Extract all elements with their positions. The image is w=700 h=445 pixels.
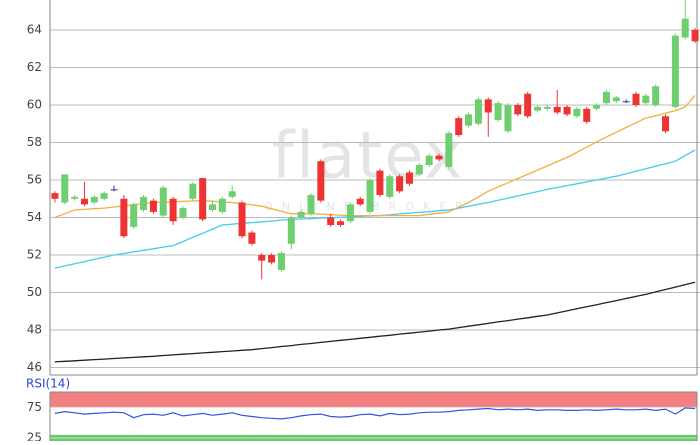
candle-body (386, 176, 394, 197)
candle-body (218, 198, 226, 212)
candle-body (593, 105, 601, 109)
candle-body (543, 106, 551, 109)
candle-body (366, 180, 374, 212)
y-tick-label: 48 (27, 323, 42, 337)
candle-body (248, 232, 256, 244)
candle-body (268, 255, 276, 263)
candle-body (435, 155, 443, 160)
y-tick-label: 64 (27, 23, 42, 37)
candle-body (691, 30, 699, 42)
candle-body (238, 202, 246, 237)
candle-body (524, 93, 532, 117)
candle-body (376, 170, 384, 195)
candle-body (632, 93, 640, 105)
candle-body (71, 196, 79, 199)
y-tick-label: 56 (27, 173, 42, 187)
candle-body (100, 193, 108, 199)
candle-body (455, 118, 463, 135)
candle-body (307, 195, 315, 214)
candle-body (189, 183, 197, 199)
candle-body (405, 172, 413, 184)
candle-body (514, 105, 522, 115)
candle-body (140, 196, 148, 210)
candle-body (553, 106, 561, 113)
overbought-band (50, 392, 697, 408)
rsi-line (54, 407, 696, 420)
y-tick-label: 54 (27, 210, 42, 224)
y-tick-label: 60 (27, 98, 42, 112)
y-tick-label: 50 (27, 285, 42, 299)
candle-body (681, 18, 689, 38)
candle-body (573, 108, 581, 117)
candle-body (494, 103, 502, 120)
candle-body (258, 255, 266, 261)
candle-body (120, 198, 128, 237)
candle-body (209, 204, 216, 210)
candle-body (356, 198, 364, 205)
rsi-tick-label: 25 (27, 430, 42, 441)
candle-body (90, 196, 98, 203)
rsi-tick-label: 75 (27, 400, 42, 414)
moving-average (54, 281, 696, 363)
candle-body (425, 155, 433, 165)
y-tick-label: 46 (27, 360, 42, 374)
candle-body (671, 35, 679, 107)
candle-body (317, 161, 325, 201)
candle-body (327, 217, 335, 225)
candle-body (642, 95, 650, 104)
candle-body (287, 217, 295, 244)
candle-body (583, 108, 591, 122)
rsi-label: RSI(14) (26, 377, 70, 391)
candle-body (465, 114, 473, 126)
candle-body (199, 178, 207, 220)
y-tick-label: 58 (27, 135, 42, 149)
candle-body (159, 187, 167, 216)
candle-body (602, 91, 610, 104)
candle-body (51, 193, 59, 199)
candle-body (61, 174, 69, 203)
candle-body (652, 86, 660, 105)
candle-body (504, 105, 512, 132)
candle-body (277, 253, 285, 270)
candle-body (474, 99, 482, 124)
candle-body (130, 204, 138, 227)
candle-body (228, 191, 236, 197)
candle-body (563, 106, 571, 115)
candle-body (346, 204, 354, 222)
candle-body (484, 99, 492, 113)
candle-body (534, 106, 541, 111)
candle-body (445, 133, 453, 167)
candle-body (297, 211, 305, 218)
candle-body (662, 116, 670, 132)
candle-body (396, 176, 404, 192)
candle-body (612, 97, 620, 102)
candle-body (80, 198, 88, 205)
candle-body (149, 200, 157, 212)
candle-body (622, 101, 630, 103)
candle-body (179, 208, 187, 218)
candle-body (415, 165, 423, 175)
candle-body (337, 221, 345, 225)
y-tick-label: 62 (27, 60, 42, 74)
candle-body (110, 189, 118, 191)
candle-body (169, 198, 177, 222)
y-tick-label: 52 (27, 248, 42, 262)
